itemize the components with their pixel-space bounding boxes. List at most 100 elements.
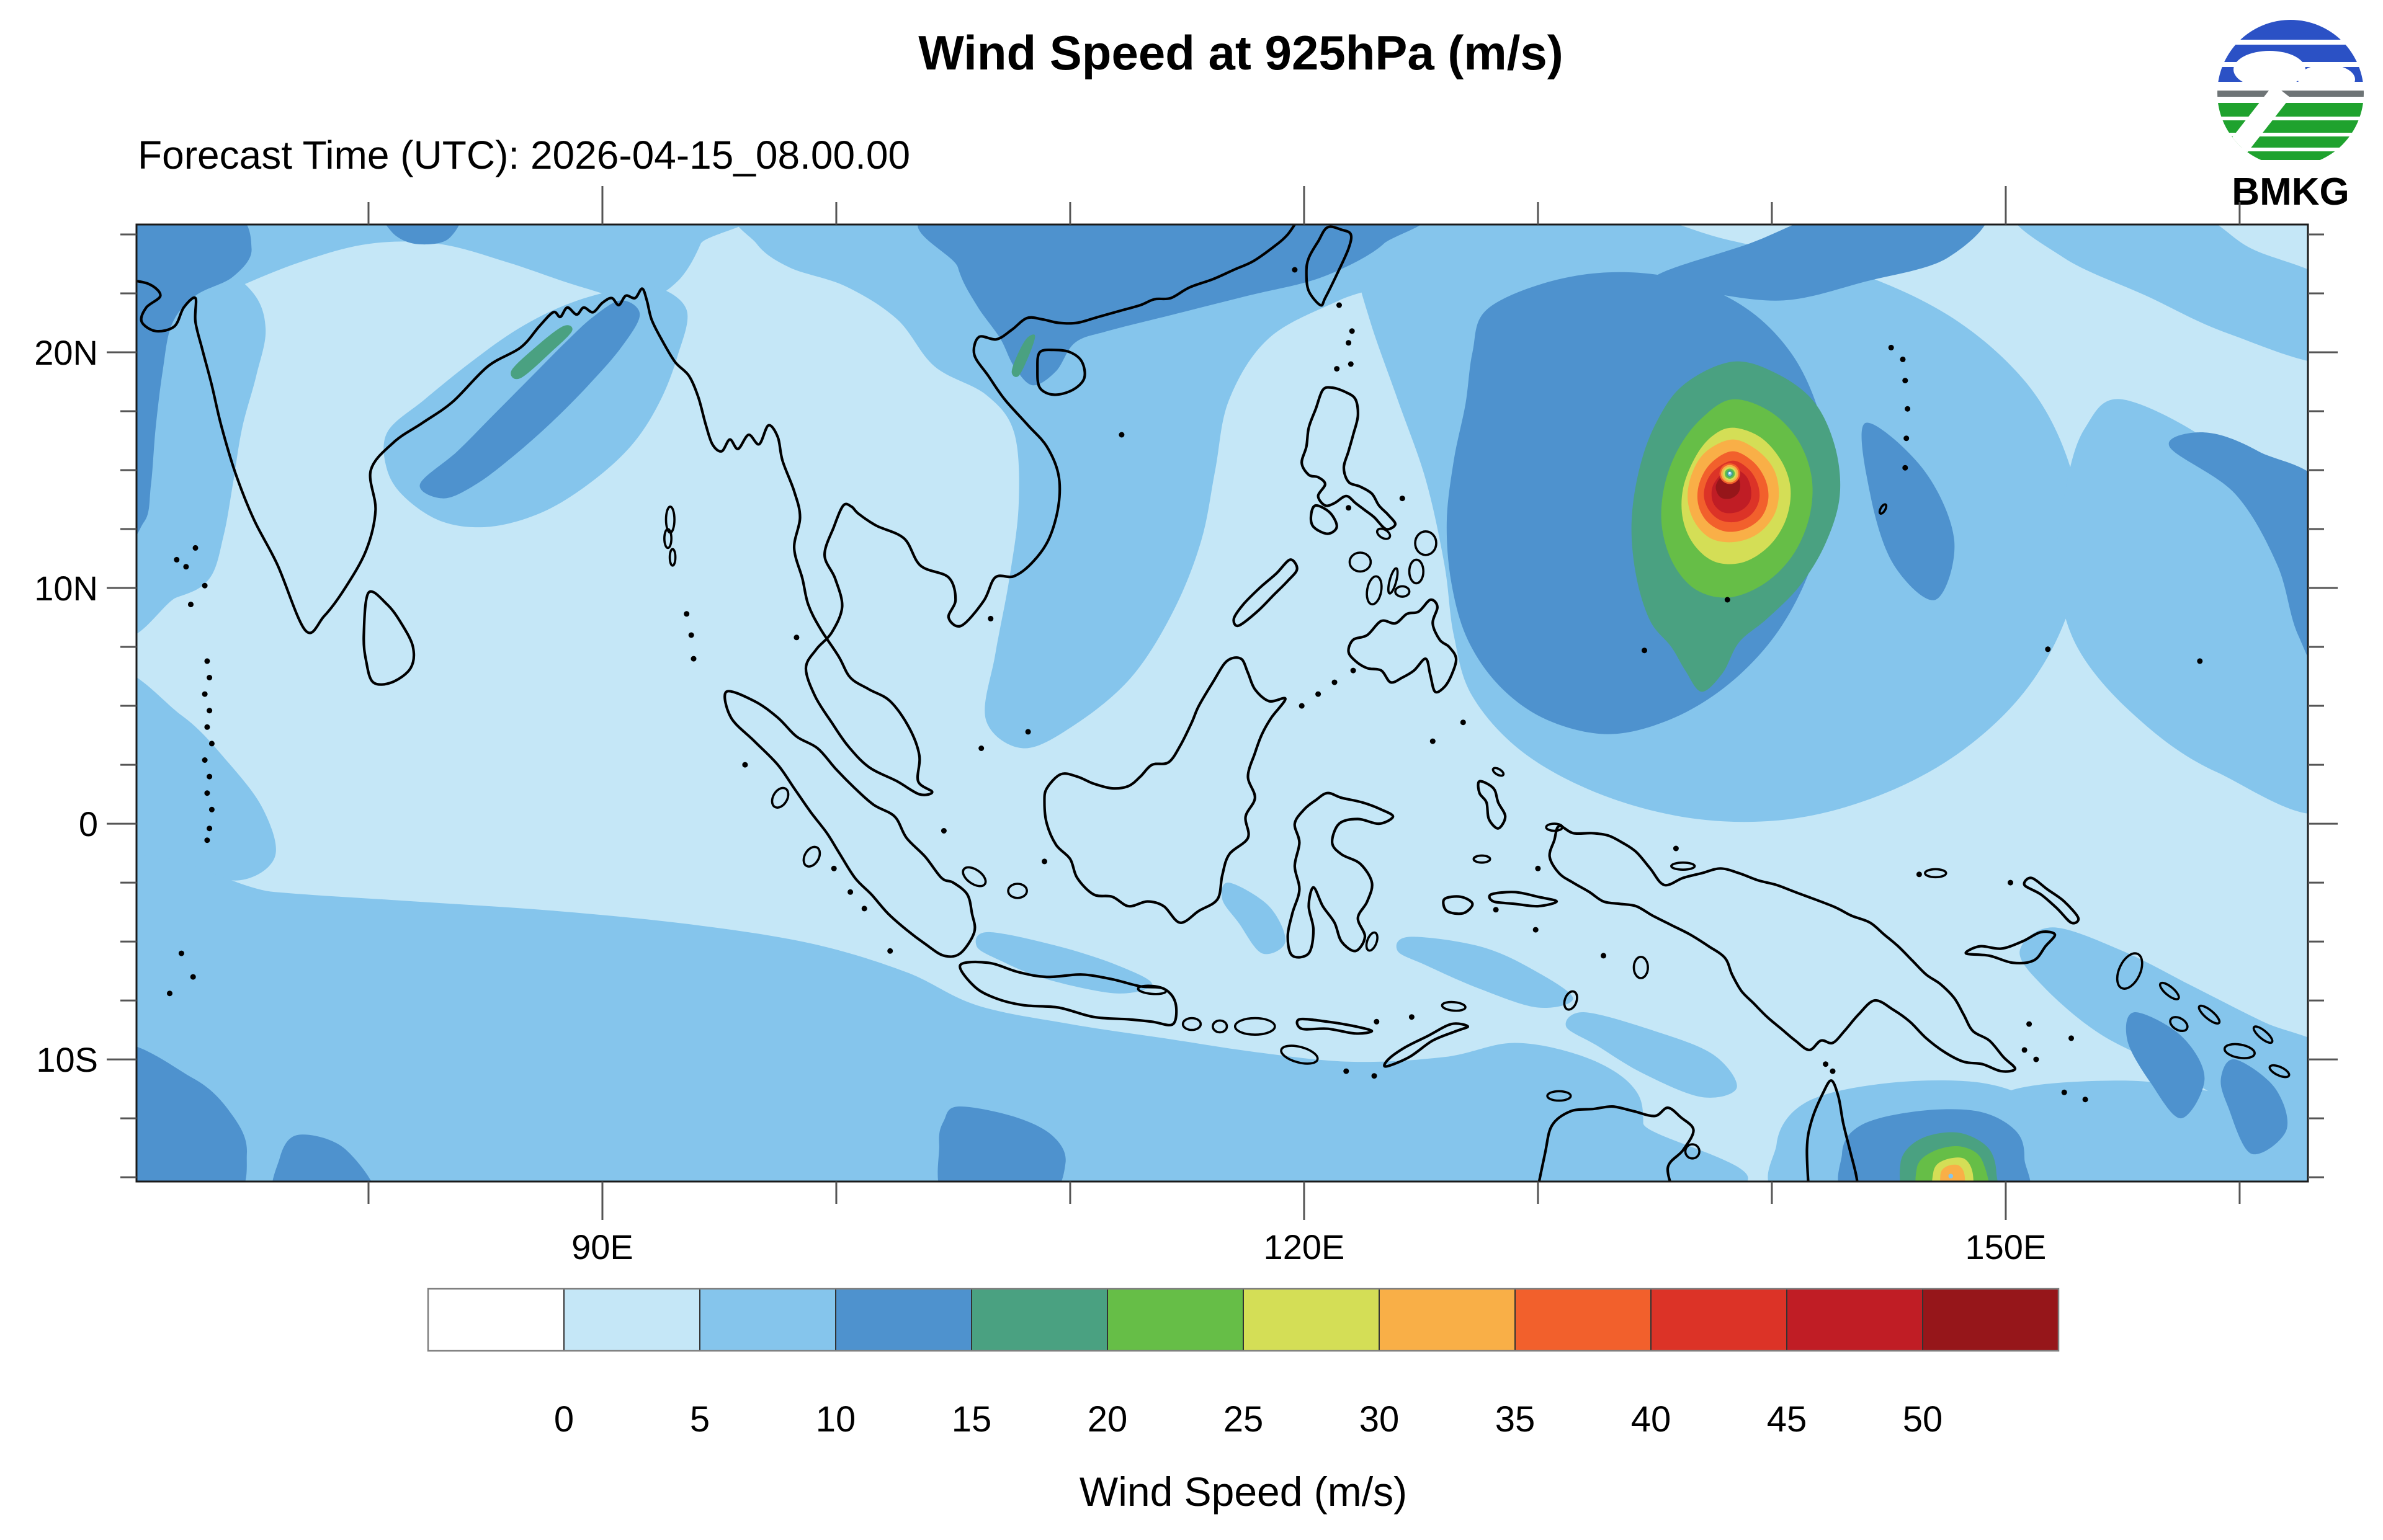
coastline-timor (1383, 1022, 1469, 1068)
islet-dot (988, 615, 994, 621)
eye-core-white (1728, 472, 1731, 474)
islet-dot (941, 828, 947, 834)
wind-contour-deep-lobe-east (1861, 422, 1955, 600)
bmkg-logo-globe (2217, 20, 2364, 166)
island-outline (1472, 854, 1491, 864)
y-axis-label: 10S (36, 1040, 98, 1079)
y-axis-label: 20N (34, 333, 98, 372)
colorbar-cell (1650, 1288, 1787, 1351)
wind-contour-east-edge-deep (2168, 432, 2308, 658)
islet-dot (1331, 679, 1338, 685)
islet-dot (978, 746, 985, 751)
colorbar-tick-label: 40 (1631, 1399, 1671, 1440)
islet-dot (2197, 658, 2203, 664)
island-outline (2252, 1025, 2274, 1044)
islet-dot (1042, 858, 1047, 865)
island-outline (1366, 575, 1383, 606)
islet-dot (1408, 1014, 1415, 1020)
island-outline (1348, 551, 1372, 573)
islet-dot (1493, 907, 1499, 913)
islet-dot (207, 773, 213, 780)
islet-dot (1460, 719, 1466, 726)
island-outline (2223, 1043, 2256, 1059)
colorbar: 0 5 10 15 20 25 30 35 40 45 50 (427, 1288, 2060, 1440)
islet-dot (204, 790, 210, 796)
coastline-hainan (1036, 348, 1086, 396)
coastline-flores (1295, 1017, 1374, 1035)
island-outline (771, 786, 790, 809)
islet-dot (691, 656, 697, 662)
islet-dot (1346, 340, 1352, 346)
x-axis-label: 150E (1965, 1227, 2047, 1266)
islet-dot (1350, 667, 1356, 674)
island-outline (1137, 984, 1168, 995)
islet-dot (847, 889, 854, 895)
y-axis-label: 0 (79, 804, 98, 843)
island-outline (2158, 981, 2180, 1000)
islet-dot (190, 974, 196, 980)
island-outline (1670, 861, 1696, 871)
islet-dot (174, 556, 180, 563)
island-outline (1632, 955, 1649, 979)
colorbar-cell (1786, 1288, 1923, 1351)
wind-contour-north-india-band (136, 225, 744, 336)
island-outline (1546, 1090, 1572, 1102)
coastline-sri-lanka (362, 590, 416, 686)
coastline-new-guinea (1548, 824, 2017, 1073)
coastline-java (959, 960, 1178, 1026)
island-outline (2116, 952, 2144, 990)
coastline-sumatra (723, 690, 977, 958)
islet-dot (1902, 378, 1908, 384)
wind-contour-nw-deep (136, 225, 252, 536)
islet-dot (192, 545, 199, 551)
colorbar-tick-label: 35 (1495, 1399, 1536, 1440)
islet-dot (831, 865, 837, 871)
wind-contour-sw-arabian-sea (136, 677, 276, 881)
coastline-luzon (1300, 386, 1397, 531)
islet-dot (204, 837, 210, 843)
island-outline (1408, 558, 1425, 585)
x-axis-label: 120E (1264, 1227, 1345, 1266)
islet-dot (1916, 871, 1922, 878)
islet-dot (1334, 366, 1340, 372)
coastline-mindanao (1347, 598, 1458, 694)
islet-dot (1371, 1073, 1377, 1079)
islet-dot (2061, 1089, 2067, 1095)
colorbar-cell (835, 1288, 972, 1351)
islet-dot (2021, 1047, 2028, 1053)
island-outline (1491, 767, 1505, 777)
colorbar-tick-label: 15 (952, 1399, 992, 1440)
colorbar-tick-label: 50 (1903, 1399, 1943, 1440)
islet-dot (1346, 505, 1352, 511)
colorbar-cell (971, 1288, 1108, 1351)
islet-dot (688, 632, 694, 638)
islet-dot (1642, 648, 1647, 654)
coastline-mindoro (1309, 504, 1338, 535)
islet-dot (1902, 465, 1908, 471)
coastline-arnhem-land (1537, 1105, 1695, 1182)
coastline-cape-york (1805, 1079, 1859, 1182)
colorbar-tick-label: 30 (1359, 1399, 1400, 1440)
islet-dot (183, 564, 189, 570)
coastline-asia-mainland (136, 225, 1297, 796)
wind-contour-top-deep-small (386, 225, 460, 245)
coastline-new-britain (1964, 930, 2057, 964)
islet-dot (1532, 927, 1539, 933)
colorbar-tick-label: 25 (1223, 1399, 1264, 1440)
island-outline (1375, 527, 1392, 540)
coastline-seram (1488, 891, 1558, 908)
wind-contour-sw-deep-2 (272, 1134, 372, 1182)
islet-dot (1349, 328, 1355, 334)
wind-contour-arafura (1565, 1012, 1737, 1098)
islet-dot (1724, 597, 1730, 603)
colorbar-cell (1514, 1288, 1652, 1351)
wind-contour-s-java-deep (937, 1106, 1066, 1182)
colorbar-tick-label: 10 (816, 1399, 856, 1440)
island-outline (1280, 1044, 1319, 1065)
islet-dot (684, 611, 690, 617)
islet-dot (1119, 432, 1125, 438)
coastline-borneo (1043, 656, 1287, 924)
islet-dot (1601, 953, 1606, 959)
coastline-palawan (1232, 558, 1299, 628)
island-outline (802, 845, 821, 868)
